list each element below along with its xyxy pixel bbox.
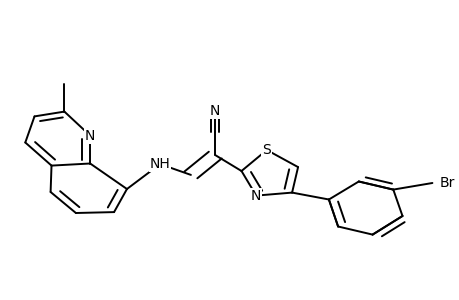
- Text: N: N: [210, 104, 220, 118]
- Text: Br: Br: [438, 176, 453, 190]
- Text: N: N: [85, 129, 95, 142]
- Text: NH: NH: [149, 157, 170, 171]
- Text: N: N: [251, 189, 261, 202]
- Text: S: S: [262, 143, 271, 157]
